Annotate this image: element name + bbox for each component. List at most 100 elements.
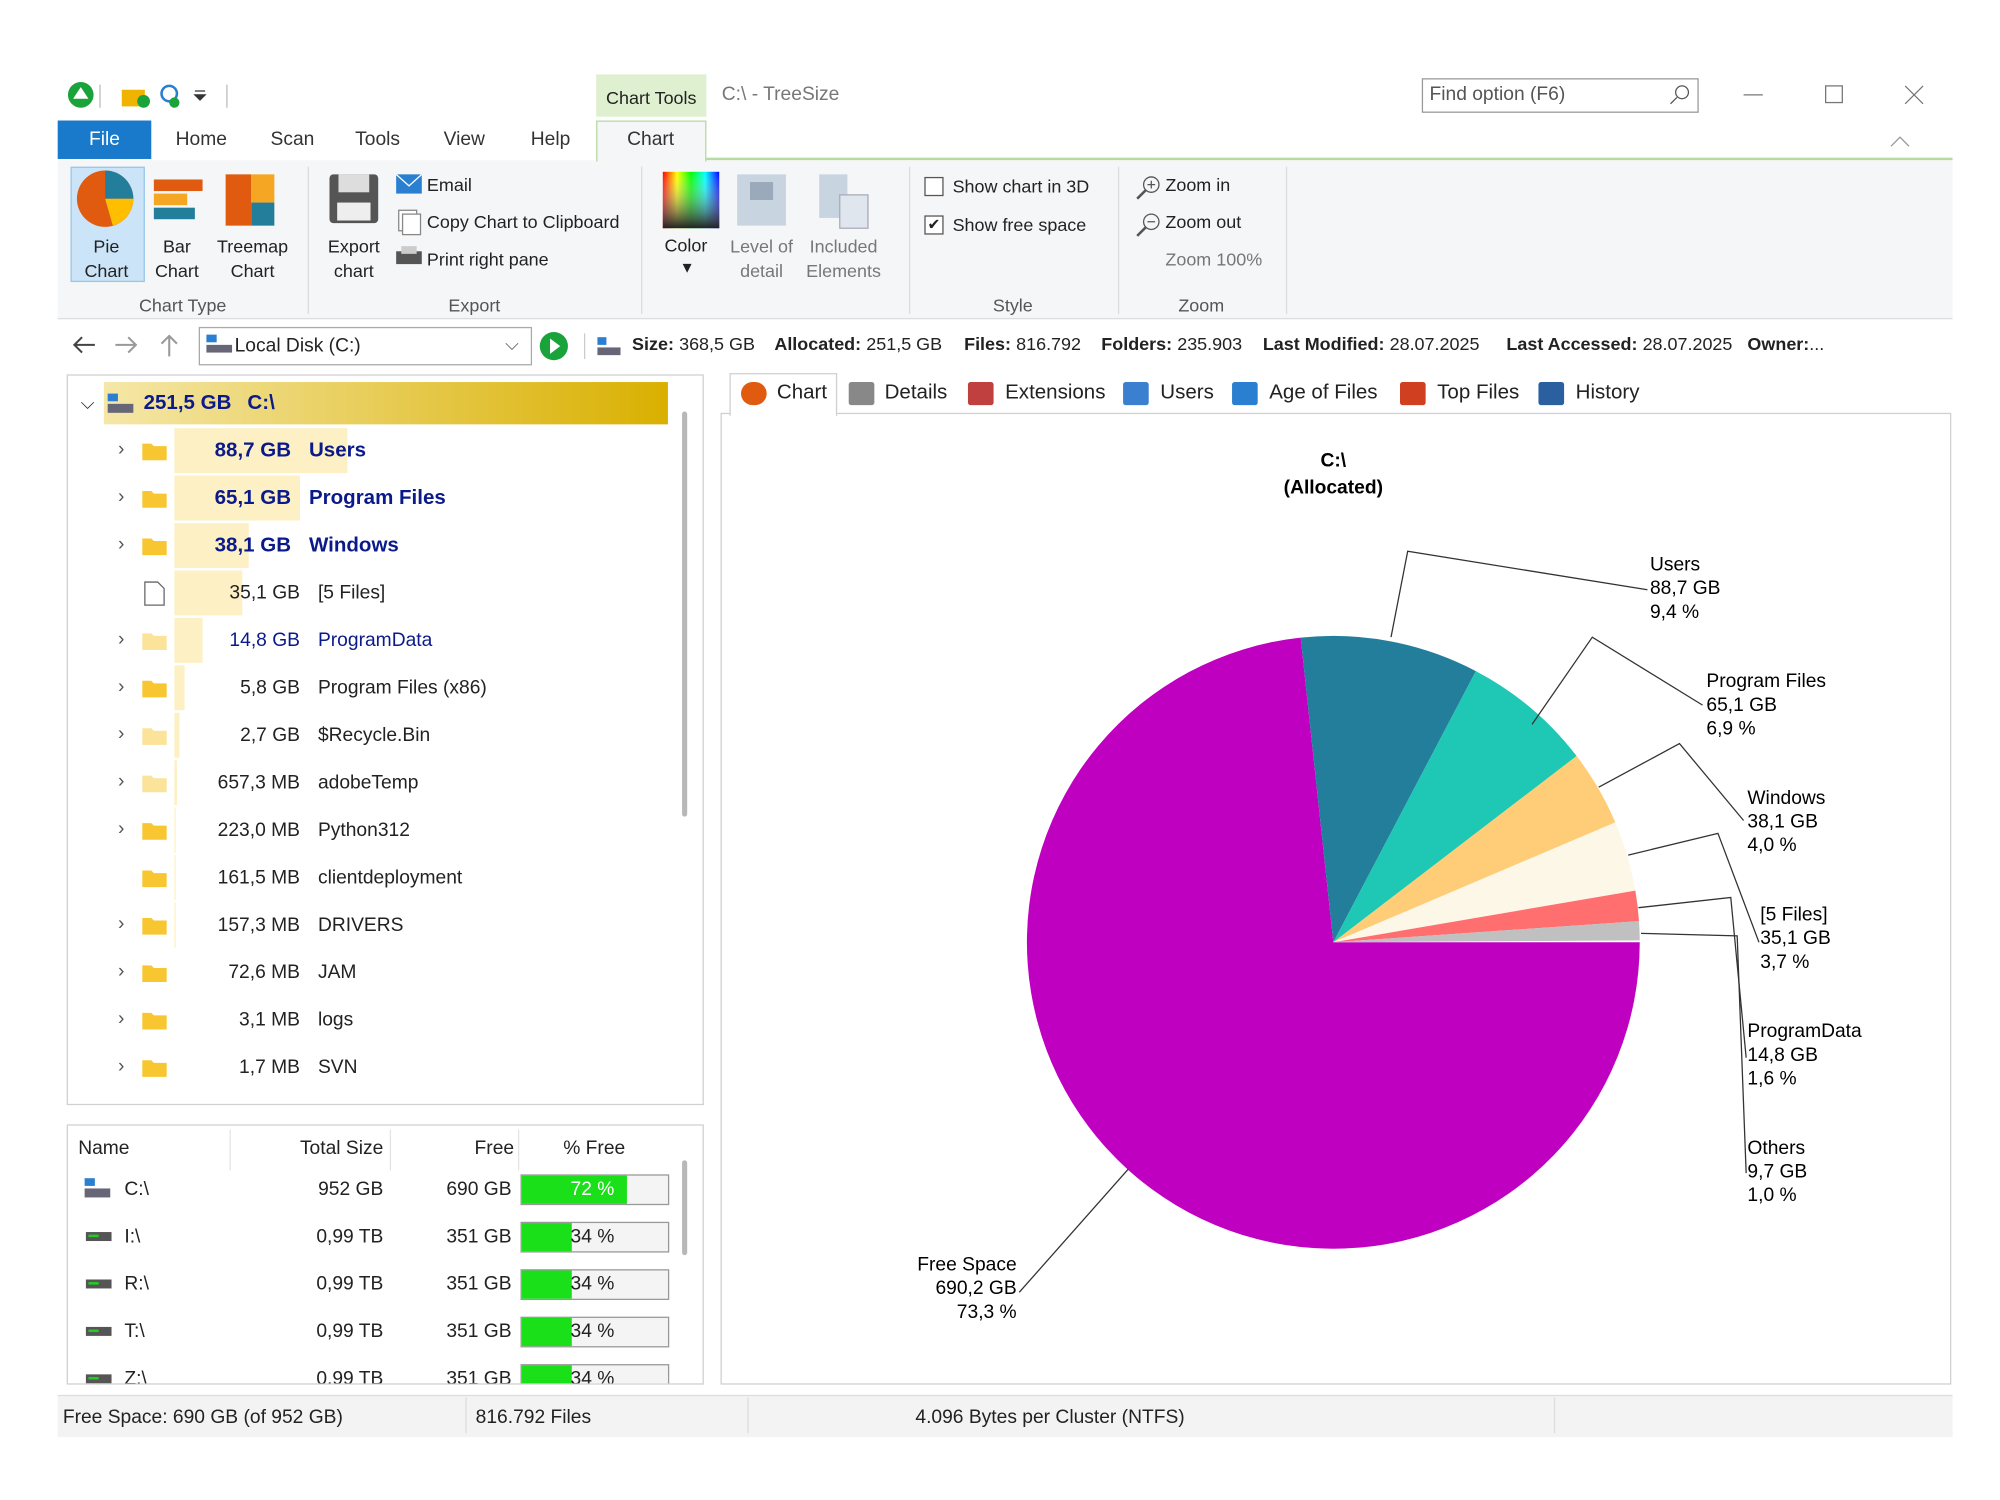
expander[interactable]: › — [117, 438, 125, 461]
drive-name[interactable]: I:\ — [124, 1225, 141, 1248]
search-icon — [1670, 85, 1690, 105]
color-button[interactable]: Color — [664, 234, 708, 256]
ribbon-tab[interactable]: Scan — [270, 128, 315, 150]
drive-name[interactable]: R:\ — [124, 1273, 149, 1295]
window-title: C:\ - TreeSize — [721, 83, 840, 106]
drive-name[interactable]: C:\ — [124, 1178, 149, 1200]
status-files: 816.792 Files — [475, 1406, 592, 1429]
bar-chart-button[interactable]: Bar Chart — [154, 235, 199, 281]
zoom-out-button[interactable]: Zoom out — [1165, 211, 1242, 233]
item-name[interactable]: Program Files — [308, 487, 446, 509]
icon-part — [88, 1329, 99, 1333]
ribbon-tab[interactable]: View — [443, 128, 485, 150]
zoom-100-button[interactable]: Zoom 100% — [1165, 248, 1263, 270]
item-name[interactable]: Program Files (x86) — [317, 676, 487, 699]
icon-part — [142, 870, 167, 888]
copy-chart-button[interactable]: Copy Chart to Clipboard — [426, 211, 620, 233]
drive-name[interactable]: T:\ — [124, 1320, 145, 1343]
export-chart-button[interactable]: Export chart — [327, 235, 380, 281]
email-button[interactable]: Email — [426, 174, 472, 195]
ribbon-tab[interactable]: Tools — [355, 128, 401, 150]
size-bar — [174, 570, 243, 616]
item-name[interactable]: Python312 — [317, 819, 410, 842]
leader-line — [1638, 896, 1747, 1058]
included-elements-button[interactable]: Included Elements — [806, 235, 881, 281]
drive-total: 0,99 TB — [316, 1225, 384, 1248]
drive-total: 952 GB — [318, 1178, 384, 1200]
slice-label: 690,2 GB — [935, 1278, 1016, 1299]
ribbon-tab[interactable]: Chart — [627, 128, 675, 150]
search-box[interactable]: Find option (F6) — [1421, 78, 1699, 113]
active-tab-bg — [596, 120, 707, 162]
icon-part — [85, 1374, 112, 1384]
expander[interactable]: › — [117, 723, 125, 745]
treemap-chart-button[interactable]: Treemap Chart — [216, 235, 289, 281]
quick-access[interactable] — [67, 79, 234, 112]
column-header[interactable]: % Free — [563, 1137, 626, 1159]
item-name[interactable]: adobeTemp — [317, 771, 419, 794]
slice-label: 9,7 GB — [1747, 1162, 1807, 1183]
stat-label: Files: — [964, 333, 1011, 354]
nav-buttons[interactable] — [69, 331, 197, 362]
expander[interactable]: › — [117, 628, 125, 650]
item-name[interactable]: clientdeployment — [317, 866, 463, 889]
column-header[interactable]: Total Size — [299, 1137, 384, 1159]
item-name[interactable]: JAM — [317, 961, 357, 984]
slice-label: 3,7 % — [1760, 952, 1809, 973]
expander[interactable]: › — [117, 912, 125, 935]
chart-tab[interactable]: Users — [1160, 382, 1214, 404]
level-of-detail-button[interactable]: Level of detail — [730, 235, 793, 281]
scan-button[interactable] — [538, 329, 628, 362]
folder-icon — [142, 823, 167, 840]
path-combo[interactable]: Local Disk (C:) ⌵ — [198, 326, 533, 366]
checkbox[interactable] — [924, 176, 944, 197]
chart-tab[interactable]: Extensions — [1005, 382, 1106, 404]
item-name[interactable]: [5 Files] — [317, 582, 386, 604]
export-icons — [329, 173, 423, 265]
ribbon-tab[interactable]: File — [88, 128, 120, 150]
ribbon-border — [703, 157, 1953, 161]
chart-tab[interactable]: Age of Files — [1269, 382, 1378, 404]
column-header[interactable]: Free — [474, 1137, 515, 1159]
checkbox-label[interactable]: Show free space — [952, 214, 1087, 235]
drive-free: 690 GB — [446, 1178, 512, 1200]
separator — [641, 166, 643, 315]
expander[interactable]: › — [117, 485, 125, 508]
expander[interactable]: › — [117, 675, 125, 698]
file-tab-bg — [57, 120, 152, 159]
ribbon-tab[interactable]: Home — [175, 128, 227, 150]
chart-tab[interactable]: Top Files — [1437, 382, 1520, 404]
group-label: Style — [992, 294, 1033, 316]
print-button[interactable]: Print right pane — [426, 248, 549, 270]
chart-tab-icon — [1399, 382, 1426, 406]
ribbon-tab[interactable]: Help — [530, 128, 571, 150]
chart-tab[interactable]: Details — [884, 382, 948, 404]
expander[interactable]: › — [117, 770, 125, 793]
column-header[interactable]: Name — [78, 1137, 130, 1159]
item-name[interactable]: $Recycle.Bin — [317, 724, 431, 747]
item-name[interactable]: Windows — [308, 534, 399, 557]
expander[interactable]: › — [117, 1007, 125, 1030]
expander[interactable]: › — [117, 1055, 125, 1077]
free-label: 34 % — [570, 1225, 615, 1248]
checkbox-label[interactable]: Show chart in 3D — [952, 175, 1090, 197]
stat-value: 235.903 — [1177, 333, 1243, 354]
stat-value: ... — [1809, 333, 1825, 354]
drive-name[interactable]: Z:\ — [124, 1367, 147, 1385]
chart-tab[interactable]: Chart — [776, 382, 828, 404]
pie-chart-button[interactable]: Pie Chart — [84, 235, 129, 281]
window-controls[interactable] — [1737, 79, 1929, 156]
expander[interactable]: › — [117, 817, 125, 840]
item-name[interactable]: Users — [308, 439, 367, 462]
chart-tab[interactable]: History — [1575, 382, 1640, 404]
free-bar — [521, 1175, 628, 1204]
item-name[interactable]: ProgramData — [317, 629, 433, 652]
item-name[interactable]: DRIVERS — [317, 914, 404, 936]
item-name[interactable]: SVN — [317, 1056, 358, 1079]
checkbox[interactable]: ✔ — [924, 215, 944, 235]
zoom-in-button[interactable]: Zoom in — [1165, 174, 1231, 195]
item-name[interactable]: logs — [317, 1008, 354, 1031]
expander[interactable]: › — [117, 533, 125, 556]
expander[interactable]: › — [117, 960, 125, 983]
separator — [747, 1397, 749, 1434]
